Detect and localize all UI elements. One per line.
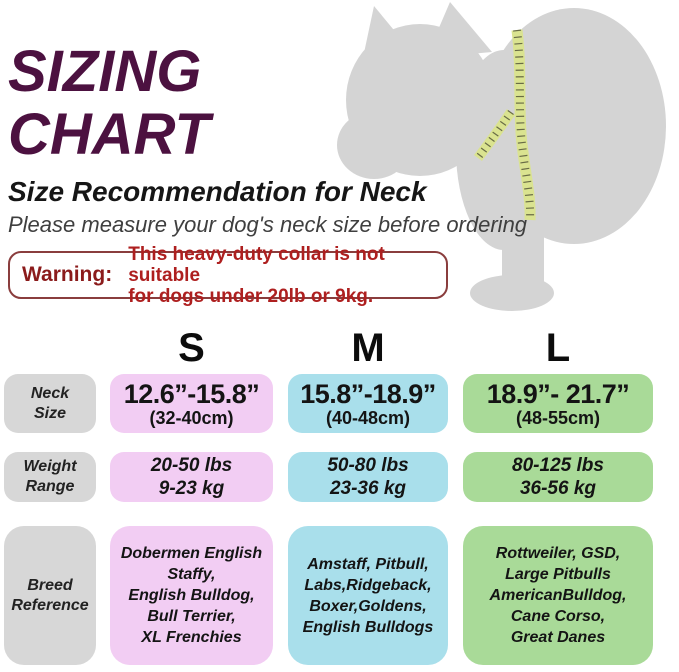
row-label-breed-reference: Breed Reference [4,526,96,665]
breed-line: Rottweiler, GSD, [495,545,621,562]
weight-kg-s: 9-23 kg [158,478,225,499]
warning-label: Warning: [22,263,113,286]
size-header-s: S [178,326,205,370]
row-label-neck-size: Neck Size [4,374,96,433]
neck-cm-s: (32-40cm) [149,407,234,428]
row-label-neck-line2: Size [33,404,66,422]
row-label-weight-line2: Range [25,478,75,495]
page-title: SIZING CHART [8,40,210,166]
row-label-weight-line1: Weight [23,458,77,475]
breed-reference-cell-s: Dobermen English Staffy, English Bulldog… [110,526,273,665]
dog-silhouette-illustration [337,2,666,311]
warning-message: This heavy-duty collar is not suitable f… [128,244,446,307]
breed-line: AmericanBulldog, [489,587,627,604]
neck-size-cell-l: 18.9”- 21.7” (48-55cm) [463,374,653,433]
page-subtitle: Size Recommendation for Neck [8,176,427,207]
neck-inches-s: 12.6”-15.8” [123,378,260,409]
warning-message-line1: This heavy-duty collar is not suitable [128,243,385,286]
breed-line: Dobermen English [120,545,263,562]
row-label-neck-line1: Neck [30,384,70,402]
row-label-weight-range: Weight Range [4,452,96,502]
weight-range-cell-s: 20-50 lbs 9-23 kg [110,452,273,502]
breed-line: Large Pitbulls [505,566,611,583]
weight-lbs-m: 50-80 lbs [327,455,409,476]
weight-lbs-s: 20-50 lbs [150,455,233,476]
weight-kg-l: 36-56 kg [519,478,597,499]
neck-cm-l: (48-55cm) [515,407,601,428]
breed-line: Staffy, [167,566,216,583]
size-header-m: M [351,326,385,370]
dog-body-shape [337,2,666,311]
page-title-line2: CHART [8,102,210,167]
breed-line: XL Frenchies [141,629,242,646]
breed-line: Bull Terrier, [147,608,236,625]
weight-range-cell-l: 80-125 lbs 36-56 kg [463,452,653,502]
neck-size-cell-s: 12.6”-15.8” (32-40cm) [110,374,273,433]
breed-line: English Bulldog, [128,587,255,604]
weight-lbs-l: 80-125 lbs [512,455,604,476]
size-header-l: L [545,326,571,370]
breed-line: Boxer,Goldens, [309,597,427,615]
breed-line: English Bulldogs [302,618,434,636]
measuring-tape-icon [473,29,536,221]
neck-inches-m: 15.8”-18.9” [300,378,436,409]
breed-reference-cell-l: Rottweiler, GSD, Large Pitbulls American… [463,526,653,665]
warning-box: Warning: This heavy-duty collar is not s… [8,244,448,307]
weight-kg-m: 23-36 kg [329,478,407,499]
neck-inches-l: 18.9”- 21.7” [486,378,630,409]
warning-message-line2: for dogs under 20lb or 9kg. [128,285,374,307]
breed-line: Great Danes [510,629,606,646]
breed-line: Cane Corso, [510,608,606,625]
breed-line: Labs,Ridgeback, [304,576,432,594]
row-label-breed-line2: Reference [11,596,89,614]
weight-range-cell-m: 50-80 lbs 23-36 kg [288,452,448,502]
row-label-breed-line1: Breed [27,576,73,594]
measure-note: Please measure your dog's neck size befo… [8,212,528,237]
breed-reference-cell-m: Amstaff, Pitbull, Labs,Ridgeback, Boxer,… [288,526,448,665]
neck-size-cell-m: 15.8”-18.9” (40-48cm) [288,374,448,433]
page-title-line1: SIZING [8,39,202,104]
neck-cm-m: (40-48cm) [325,407,411,428]
breed-line: Amstaff, Pitbull, [307,555,429,573]
